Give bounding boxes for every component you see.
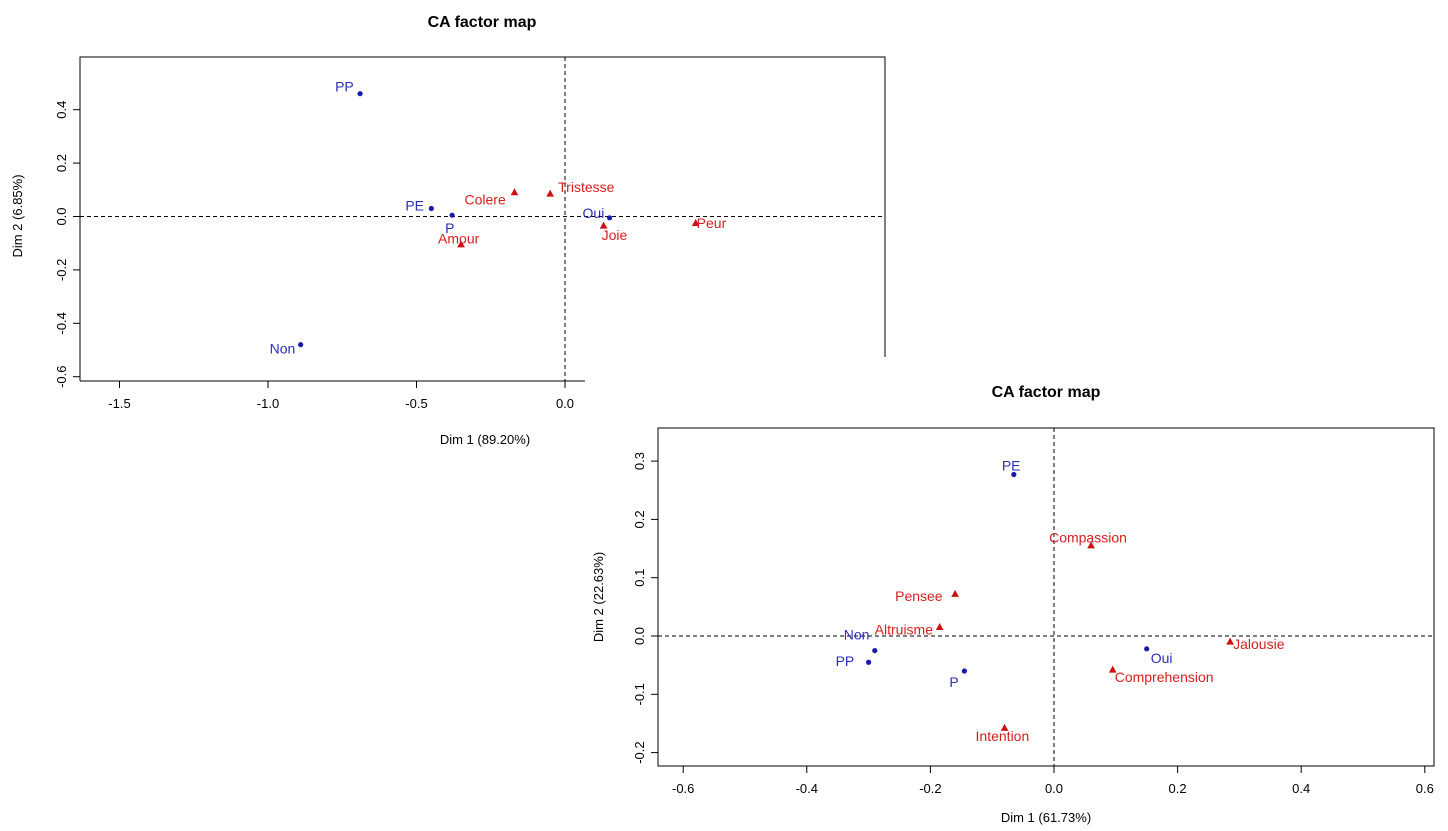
row-point-pp — [866, 659, 872, 665]
x-tick-label: -1.5 — [108, 396, 130, 411]
point-label-comprehension: Comprehension — [1115, 669, 1214, 685]
col-point-colere — [510, 188, 519, 196]
row-point-non — [872, 647, 878, 654]
point-label-p: P — [445, 220, 454, 236]
point-label-joie: Joie — [602, 227, 628, 243]
point-label-altruisme: Altruisme — [875, 621, 934, 637]
x-tick-label: -0.4 — [796, 781, 818, 796]
point-label-non: Non — [270, 341, 296, 357]
y-axis-label: Dim 2 (22.63%) — [591, 552, 606, 642]
x-tick-label: -0.6 — [672, 781, 694, 796]
col-point-amour — [457, 240, 465, 248]
point-label-colere: Colere — [465, 191, 506, 207]
row-point-p — [449, 212, 455, 218]
row-point-pe — [428, 205, 434, 212]
point-label-non: Non — [844, 627, 870, 643]
point-label-pp: PP — [335, 79, 354, 95]
col-point-altruisme — [935, 623, 944, 631]
y-tick-label: -0.4 — [54, 312, 69, 334]
y-tick-label: 0.1 — [632, 569, 647, 587]
point-label-oui: Oui — [1151, 650, 1173, 666]
y-tick-label: 0.2 — [632, 510, 647, 528]
y-tick-label: 0.0 — [54, 207, 69, 225]
row-point-p — [961, 668, 967, 674]
point-label-pensee: Pensee — [895, 588, 943, 604]
point-label-p: P — [949, 674, 958, 690]
point-label-peur: Peur — [697, 215, 727, 231]
col-point-jalousie — [1226, 637, 1234, 645]
y-tick-label: -0.6 — [54, 365, 69, 387]
point-label-intention: Intention — [976, 728, 1030, 744]
row-point-oui — [606, 215, 613, 221]
row-point-non — [298, 342, 304, 348]
x-tick-label: 0.0 — [556, 396, 574, 411]
point-label-pp: PP — [836, 653, 855, 669]
point-label-oui: Oui — [583, 205, 605, 221]
plot-frame — [79, 56, 886, 381]
y-tick-label: -0.2 — [632, 741, 647, 763]
x-tick-label: 0.6 — [1416, 781, 1434, 796]
x-tick-label: -0.5 — [405, 396, 427, 411]
y-axis-label: Dim 2 (6.85%) — [10, 174, 25, 257]
x-tick-label: 0.4 — [1292, 781, 1310, 796]
y-tick-label: 0.2 — [54, 154, 69, 172]
x-tick-label: 0.2 — [1169, 781, 1187, 796]
plot-frame — [657, 427, 1435, 767]
col-point-tristesse — [546, 189, 554, 197]
x-tick-label: -0.2 — [919, 781, 941, 796]
x-axis-label: Dim 1 (89.20%) — [440, 432, 530, 447]
row-point-oui — [1144, 646, 1150, 652]
ca-factor-map-2: CA factor map Dim 1 (61.73%) Dim 2 (22.63%… — [591, 384, 1435, 825]
col-point-compassion — [1087, 541, 1095, 549]
point-label-jalousie: Jalousie — [1233, 636, 1285, 652]
x-tick-label: 0.0 — [1045, 781, 1063, 796]
ca-factor-map-1: CA factor map Dim 1 (89.20%) Dim 2 (6.85%)… — [10, 14, 886, 447]
y-tick-label: -0.1 — [632, 683, 647, 705]
col-point-peur — [691, 218, 700, 226]
col-point-joie — [599, 221, 608, 229]
y-tick-label: -0.2 — [54, 259, 69, 281]
col-point-intention — [1000, 723, 1009, 731]
chart-title: CA factor map — [428, 14, 537, 31]
point-label-amour: Amour — [438, 231, 480, 247]
row-point-pe — [1011, 471, 1017, 478]
y-tick-label: 0.0 — [632, 627, 647, 645]
point-label-pe: PE — [1002, 458, 1021, 474]
point-label-pe: PE — [405, 197, 424, 213]
col-point-pensee — [951, 589, 959, 597]
point-label-tristesse: Tristesse — [558, 179, 614, 195]
row-point-pp — [357, 91, 363, 97]
point-label-compassion: Compassion — [1049, 530, 1127, 546]
col-point-comprehension — [1108, 665, 1117, 673]
chart-title: CA factor map — [992, 384, 1101, 401]
x-tick-label: -1.0 — [257, 396, 279, 411]
y-tick-label: 0.4 — [54, 101, 69, 119]
y-tick-label: 0.3 — [632, 452, 647, 470]
x-axis-label: Dim 1 (61.73%) — [1001, 810, 1091, 825]
